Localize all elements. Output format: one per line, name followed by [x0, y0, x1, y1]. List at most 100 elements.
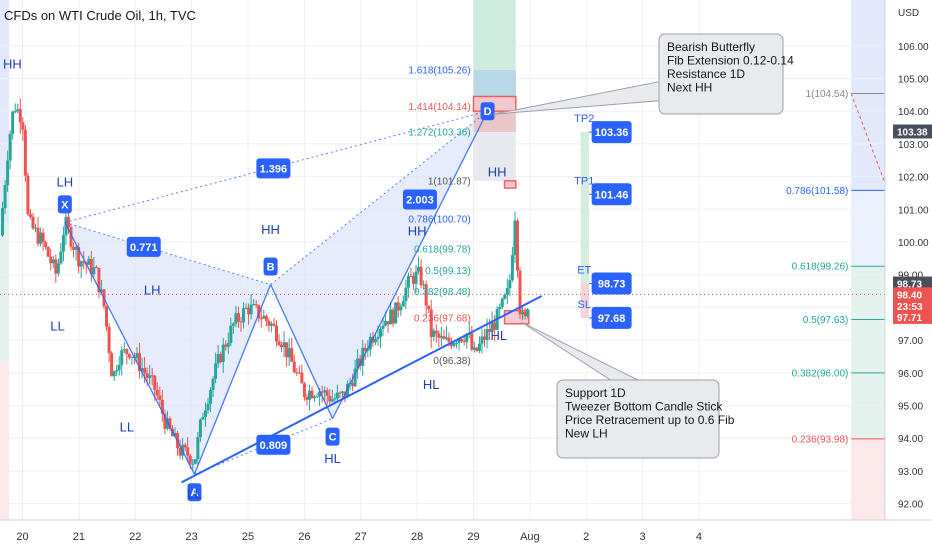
time-axis-bg	[0, 520, 932, 550]
price-axis-tick: 93.00	[898, 467, 923, 478]
candle-body	[39, 232, 43, 244]
candle-body	[455, 342, 459, 344]
price-axis-tick: 104.00	[898, 107, 929, 118]
candle-body	[406, 275, 410, 288]
candle-body	[107, 326, 111, 354]
right-lightblue-band	[851, 190, 885, 267]
price-axis-flag	[893, 287, 932, 302]
candle-body	[472, 347, 476, 350]
candle-body	[457, 338, 461, 343]
price-axis-flag	[893, 276, 932, 291]
candle-body	[183, 444, 187, 448]
candle-body	[82, 261, 86, 263]
trade-level-value: 103.36	[595, 127, 629, 139]
candle-body	[221, 344, 225, 362]
candle-body	[226, 342, 230, 347]
candle-body	[470, 333, 474, 350]
candle-body	[419, 266, 423, 286]
callout-line: New LH	[565, 427, 608, 441]
price-axis-flag-text: 23:53	[897, 302, 923, 313]
trade-level-value: 101.46	[595, 189, 629, 201]
candle-body	[493, 322, 497, 330]
candle-body	[16, 109, 20, 112]
fib-level-label: 0.5(99.13)	[425, 266, 471, 277]
candle-body	[224, 344, 228, 347]
candle-body	[168, 418, 172, 429]
candle-body	[490, 322, 494, 332]
candle-body	[150, 375, 154, 377]
time-axis-tick: 25	[242, 531, 254, 543]
candle-body	[138, 353, 142, 372]
candle-body	[249, 304, 253, 315]
price-axis-tick: 105.00	[898, 74, 929, 85]
candle-body	[325, 390, 329, 396]
left-green-band	[0, 222, 9, 360]
candle-body	[211, 378, 215, 390]
candle-body	[313, 396, 317, 399]
swing-label: HL	[491, 328, 508, 343]
candle-body	[330, 399, 334, 402]
candle-body	[351, 382, 355, 387]
candle-body	[56, 263, 60, 274]
price-axis-tick: 100.00	[898, 238, 929, 249]
candle-body	[391, 309, 395, 324]
ratio-value: 0.771	[130, 242, 158, 254]
candle-body	[513, 220, 517, 256]
candle-body	[356, 358, 360, 369]
candle-body	[11, 111, 15, 134]
left-red-band	[0, 359, 9, 520]
swing-label: HL	[324, 451, 341, 466]
time-axis-tick: 2	[583, 531, 589, 543]
pattern-ratio-line	[64, 221, 271, 286]
candle-body	[394, 302, 398, 324]
candle-body	[188, 455, 192, 464]
fib-level-label: 0.382(98.48)	[414, 287, 471, 298]
fib-bar-grey	[473, 132, 516, 181]
candle-body	[523, 311, 527, 317]
candle-body	[259, 318, 263, 320]
candle-body	[424, 284, 428, 306]
candle-body	[130, 356, 134, 358]
price-axis-flag	[893, 124, 932, 139]
candle-body	[127, 354, 131, 358]
candle-body	[153, 375, 157, 390]
callout-box	[658, 33, 784, 115]
price-axis-tick: 99.00	[898, 271, 923, 282]
candle-body	[318, 391, 322, 397]
candle-body	[302, 383, 306, 398]
right-blue-band	[851, 0, 885, 191]
candle-body	[452, 342, 456, 347]
candle-body	[401, 301, 405, 307]
ratio-value: 1.396	[260, 163, 288, 175]
candle-body	[72, 246, 76, 250]
candle-body	[307, 390, 311, 400]
right-red-band	[851, 438, 885, 520]
fib-level-label: 0.236(97.68)	[414, 313, 471, 324]
candle-body	[77, 246, 81, 267]
candle-body	[518, 270, 522, 315]
callout-box	[556, 379, 720, 459]
candle-body	[87, 258, 91, 265]
candle-body	[44, 242, 48, 248]
ratio-badge	[126, 236, 161, 257]
pattern-point-label: C	[329, 432, 337, 444]
candle-body	[373, 338, 377, 343]
candle-body	[178, 448, 182, 456]
candle-body	[264, 315, 268, 321]
trade-level-badge	[591, 121, 632, 144]
candle-body	[34, 227, 38, 229]
candle-body	[442, 336, 446, 340]
price-axis-tick: 106.00	[898, 42, 929, 53]
candle-body	[236, 313, 240, 322]
price-axis-tick: 95.00	[898, 402, 923, 413]
time-axis-tick: 4	[696, 531, 702, 543]
candle-body	[480, 336, 484, 344]
candle-body	[320, 391, 324, 393]
trade-level-value: 98.73	[598, 279, 626, 291]
swing-label: LL	[187, 487, 201, 502]
candle-body	[292, 361, 296, 373]
candle-body	[315, 396, 319, 398]
right-fib-slope	[850, 93, 886, 184]
